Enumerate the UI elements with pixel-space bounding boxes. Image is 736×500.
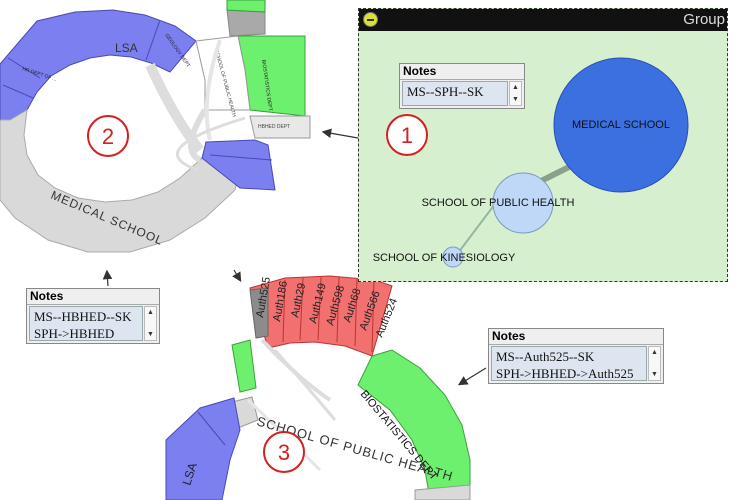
- chord2-chord: [175, 116, 246, 172]
- chord3-chord: [260, 338, 332, 402]
- chord2-chord: [188, 108, 208, 163]
- chord2-medical-school-arc[interactable]: [0, 109, 241, 253]
- marker-1-circle: [386, 114, 428, 156]
- chord2-gray-arc-top[interactable]: [226, 9, 266, 37]
- notes-textarea[interactable]: MS--SPH--SK: [402, 81, 508, 106]
- notes-textarea[interactable]: MS--Auth525--SK SPH->HBHED->Auth525: [491, 346, 647, 381]
- chord2-blue-arc-right[interactable]: [201, 139, 276, 191]
- chord3-biostatistics-arc[interactable]: [357, 349, 471, 500]
- arrow-notes2-up: [102, 269, 113, 287]
- notes-label: Notes: [400, 64, 524, 80]
- notes-label: Notes: [489, 329, 663, 345]
- notes-line: MS--SPH--SK: [407, 84, 484, 99]
- scroll-up-icon[interactable]: ▲: [512, 84, 519, 91]
- group-graph: MEDICAL SCHOOL SCHOOL OF PUBLIC HEALTH S…: [373, 57, 689, 268]
- notes-line: SPH->HBHED->Auth525: [496, 366, 634, 381]
- chord2-green-arc-top[interactable]: [226, 0, 266, 13]
- node-kinesiology-label: SCHOOL OF KINESIOLOGY: [373, 252, 516, 264]
- chord-view-3: Auth525 Auth186 Auth29 Auth149 Auth598 A…: [165, 275, 471, 500]
- node-public-health[interactable]: [492, 172, 554, 234]
- group-titlebar[interactable]: Group: [359, 9, 727, 31]
- chord3-lsa-arc[interactable]: [165, 397, 241, 500]
- scroll-down-icon[interactable]: ▼: [512, 96, 519, 103]
- marker-2-label: 2: [102, 124, 114, 149]
- notes-panel-2: Notes MS--HBHED--SK SPH->HBHED ▲ ▼: [26, 288, 160, 344]
- chord3-lsa-label: LSA: [180, 461, 200, 487]
- arrow-1-to-2: [321, 128, 359, 139]
- marker-1-label: 1: [401, 123, 413, 148]
- node-kinesiology[interactable]: [442, 246, 464, 268]
- notes-scrollbar[interactable]: ▲ ▼: [509, 81, 522, 106]
- arrow-notes3-to-3: [457, 367, 487, 386]
- group-window: Group MEDICAL SCHOOL SCHOOL OF PUBLIC HE…: [358, 8, 728, 282]
- minimize-icon[interactable]: [363, 12, 378, 27]
- chord2-small-sublabel: HBHED DEPT: [258, 124, 290, 130]
- scroll-up-icon[interactable]: ▲: [147, 309, 154, 316]
- chord3-chord: [273, 349, 337, 421]
- chord2-chord: [145, 62, 204, 154]
- chord2-lsa-label: LSA: [115, 41, 138, 55]
- arrow-2-to-3: [232, 269, 242, 283]
- node-medical-school[interactable]: [553, 57, 689, 193]
- node-medical-school-label: MEDICAL SCHOOL: [572, 119, 670, 131]
- marker-3-label: 3: [278, 440, 290, 465]
- notes-panel-1: Notes MS--SPH--SK ▲ ▼: [399, 63, 525, 109]
- chord2-gray-arc-small[interactable]: [249, 115, 311, 139]
- notes-scrollbar[interactable]: ▲ ▼: [144, 306, 157, 341]
- notes-line: MS--Auth525--SK: [496, 349, 595, 364]
- scroll-down-icon[interactable]: ▼: [651, 371, 658, 378]
- chord3-gray-arc-bottom[interactable]: [414, 484, 471, 500]
- scroll-up-icon[interactable]: ▲: [651, 349, 658, 356]
- marker-3-circle: [263, 431, 305, 473]
- notes-scrollbar[interactable]: ▲ ▼: [648, 346, 661, 381]
- node-public-health-label: SCHOOL OF PUBLIC HEALTH: [422, 197, 575, 209]
- scroll-down-icon[interactable]: ▼: [147, 331, 154, 338]
- notes-label: Notes: [27, 289, 159, 305]
- chord3-auth525-arc[interactable]: [249, 287, 269, 339]
- group-title: Group: [683, 11, 725, 28]
- notes-textarea[interactable]: MS--HBHED--SK SPH->HBHED: [29, 306, 143, 341]
- marker-2-circle: [87, 115, 129, 157]
- chord-view-2: HR DEPT OF ... GEOLOGY DEPT BIOSTATISTIC…: [0, 0, 311, 253]
- notes-line: MS--HBHED--SK: [34, 309, 132, 324]
- chord3-small-green-arc[interactable]: [231, 339, 257, 393]
- notes-panel-3: Notes MS--Auth525--SK SPH->HBHED->Auth52…: [488, 328, 664, 384]
- notes-line: SPH->HBHED: [34, 326, 115, 341]
